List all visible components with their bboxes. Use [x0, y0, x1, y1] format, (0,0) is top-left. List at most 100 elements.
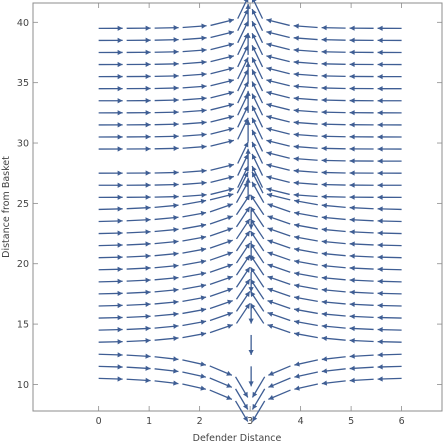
stream-arrowhead: [117, 266, 123, 272]
stream-arrowhead: [145, 170, 151, 176]
stream-arrowhead: [251, 81, 257, 88]
stream-arrowhead: [294, 210, 300, 217]
stream-arrowhead: [117, 37, 123, 43]
stream-arrowhead: [117, 98, 123, 104]
stream-arrowhead: [117, 327, 123, 333]
stream-arrowhead: [226, 370, 232, 376]
stream-arrowhead: [173, 368, 179, 374]
stream-arrowhead: [349, 37, 355, 43]
stream-arrowhead: [200, 247, 207, 253]
stream-arrowhead: [117, 86, 123, 92]
stream-arrowhead: [173, 73, 179, 79]
x-tick-label: 6: [399, 416, 405, 427]
y-tick-label: 15: [17, 320, 29, 331]
stream-arrowhead: [145, 73, 151, 80]
stream-arrowhead: [293, 83, 299, 90]
stream-arrowhead: [244, 255, 250, 261]
stream-arrowhead: [226, 382, 232, 388]
stream-arrowhead: [267, 215, 274, 221]
stream-arrowhead: [200, 295, 207, 301]
stream-arrowhead: [349, 253, 355, 259]
y-axis-title: Distance from Basket: [1, 156, 12, 258]
stream-arrowhead: [349, 229, 355, 235]
stream-arrowhead: [250, 231, 256, 237]
stream-arrowhead: [228, 90, 234, 96]
stream-arrowhead: [227, 299, 233, 305]
stream-arrowhead: [321, 49, 327, 55]
stream-arrowhead: [251, 93, 257, 100]
stream-arrowhead: [117, 302, 123, 309]
stream-arrowhead: [267, 203, 274, 209]
stream-arrowhead: [201, 47, 207, 53]
stream-arrowhead: [145, 313, 151, 320]
stream-arrowhead: [293, 132, 299, 138]
stream-arrowhead: [227, 323, 233, 329]
stream-arrowhead: [377, 266, 383, 272]
stream-arrowhead: [294, 235, 300, 241]
stream-arrowhead: [349, 289, 355, 295]
stream-arrowhead: [349, 110, 355, 116]
x-tick-label: 3: [247, 416, 253, 427]
stream-arrowhead: [117, 110, 123, 116]
stream-arrowhead: [377, 49, 383, 56]
stream-arrowhead: [321, 356, 328, 362]
stream-arrowhead: [321, 239, 327, 245]
stream-arrowhead: [117, 352, 123, 358]
stream-arrowhead: [173, 380, 179, 386]
stream-arrowhead: [293, 144, 299, 150]
stream-arrowhead: [117, 25, 123, 31]
stream-arrowhead: [243, 105, 249, 112]
stream-arrowhead: [244, 243, 250, 249]
stream-arrowhead: [251, 33, 257, 39]
stream-arrowhead: [321, 25, 327, 31]
stream-arrowhead: [321, 145, 327, 152]
stream-arrowhead: [377, 327, 383, 333]
stream-arrowhead: [293, 120, 299, 126]
stream-arrowhead: [173, 203, 179, 209]
stream-arrowhead: [145, 37, 151, 43]
stream-arrowhead: [248, 381, 254, 387]
stream-arrowhead: [267, 227, 274, 233]
stream-arrowhead: [200, 307, 207, 313]
stream-arrowhead: [377, 218, 383, 224]
stream-arrowhead: [145, 265, 151, 271]
stream-arrowhead: [243, 181, 249, 188]
stream-arrowhead: [117, 314, 123, 321]
stream-arrowhead: [321, 73, 327, 79]
stream-arrowhead: [377, 290, 383, 297]
stream-arrowhead: [321, 203, 327, 209]
stream-arrowhead: [145, 229, 151, 235]
stream-arrowhead: [321, 335, 327, 341]
stream-arrowhead: [251, 9, 257, 15]
stream-arrowhead: [377, 134, 383, 140]
stream-arrowhead: [201, 180, 207, 186]
stream-arrowhead: [248, 318, 254, 324]
stream-arrowhead: [173, 194, 179, 200]
stream-arrowhead: [349, 217, 355, 223]
stream-arrowhead: [243, 171, 249, 178]
stream-arrowhead: [252, 403, 258, 410]
stream-arrowhead: [243, 403, 248, 410]
stream-arrowhead: [200, 210, 207, 217]
stream-arrowhead: [244, 218, 250, 225]
stream-arrowhead: [117, 339, 123, 345]
stream-arrowhead: [294, 283, 300, 289]
stream-arrowhead: [173, 145, 179, 152]
stream-arrowhead: [201, 120, 207, 126]
stream-arrowhead: [228, 114, 234, 120]
stream-arrowhead: [228, 66, 234, 72]
y-tick-label: 30: [17, 139, 29, 150]
stream-arrowhead: [321, 157, 327, 164]
stream-arrowhead: [228, 139, 234, 145]
stream-arrowhead: [293, 156, 299, 162]
stream-arrowhead: [173, 335, 179, 341]
stream-arrowhead: [173, 169, 179, 176]
stream-arrowhead: [266, 42, 272, 48]
plot-frame: [32, 2, 443, 412]
stream-arrowhead: [250, 194, 256, 201]
stream-arrowhead: [173, 287, 179, 293]
stream-arrowhead: [145, 289, 151, 295]
stream-arrowhead: [117, 49, 123, 56]
stream-arrowhead: [117, 242, 123, 248]
stream-arrowhead: [227, 275, 233, 281]
